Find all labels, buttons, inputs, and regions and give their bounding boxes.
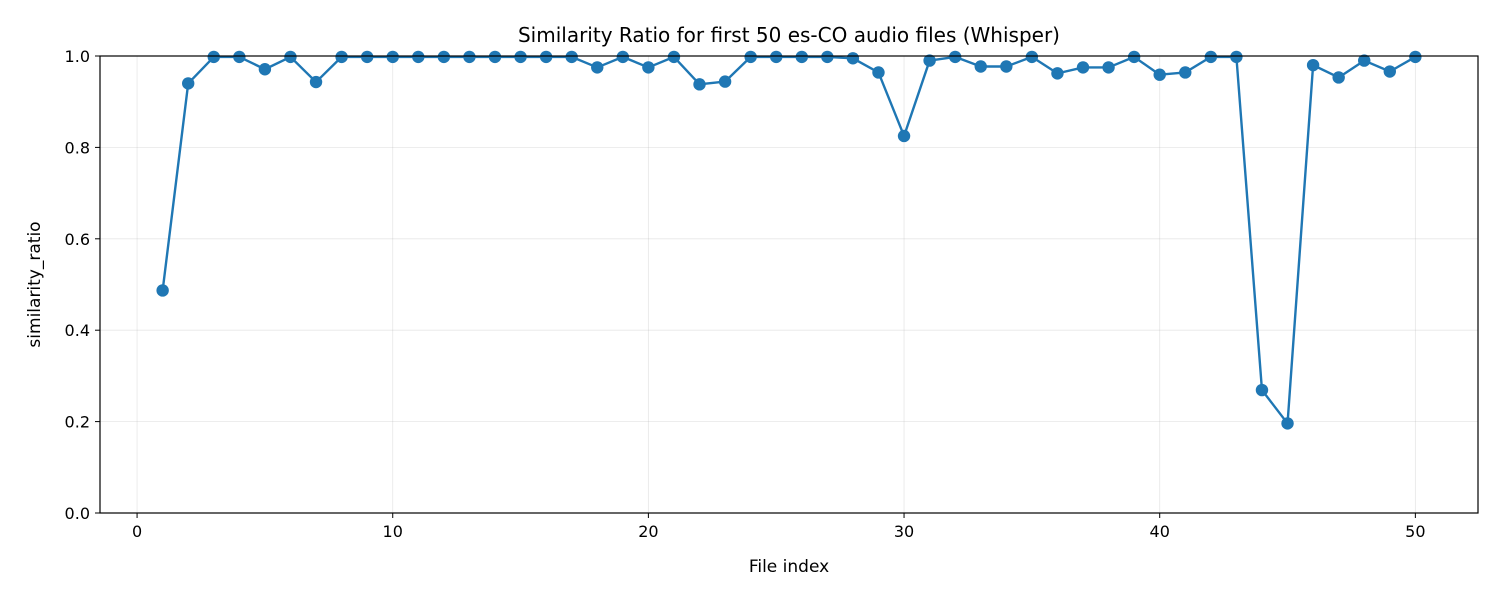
data-point xyxy=(386,50,399,64)
data-point xyxy=(948,50,962,64)
data-point xyxy=(1127,50,1141,64)
data-point xyxy=(1179,66,1192,79)
x-tick-label: 50 xyxy=(1405,522,1425,541)
data-point xyxy=(412,50,425,64)
data-point xyxy=(1051,67,1064,80)
data-point xyxy=(795,50,808,64)
data-point xyxy=(1255,383,1269,397)
data-point xyxy=(693,78,706,91)
data-point xyxy=(437,50,451,64)
data-point xyxy=(182,77,195,90)
data-point xyxy=(1204,50,1218,64)
data-point xyxy=(1000,60,1013,73)
data-point xyxy=(1306,58,1320,72)
data-point xyxy=(1332,71,1345,84)
data-point xyxy=(488,50,502,64)
data-point xyxy=(770,50,783,64)
axis-ticks: 0 10 20 30 40 50 0.0 0.2 0.4 0.6 0.8 1.0 xyxy=(65,47,1426,541)
data-point xyxy=(258,63,272,76)
data-point xyxy=(616,50,630,64)
data-point xyxy=(207,50,220,64)
data-point xyxy=(514,50,527,64)
data-point xyxy=(1076,61,1090,74)
data-point xyxy=(233,50,246,64)
x-tick-label: 10 xyxy=(383,522,403,541)
y-tick-label: 0.4 xyxy=(65,321,90,340)
y-tick-label: 1.0 xyxy=(65,47,90,66)
x-tick-label: 30 xyxy=(894,522,914,541)
data-point xyxy=(1383,65,1396,78)
x-tick-label: 0 xyxy=(132,522,142,541)
data-point xyxy=(872,66,885,79)
data-point xyxy=(744,50,757,64)
x-axis-label: File index xyxy=(749,557,829,577)
data-point xyxy=(718,75,732,88)
y-tick-label: 0.0 xyxy=(65,504,90,523)
data-point xyxy=(309,75,323,89)
data-point xyxy=(463,50,476,64)
data-point xyxy=(897,129,911,143)
x-tick-label: 40 xyxy=(1150,522,1170,541)
grid-lines xyxy=(100,55,1478,514)
data-point xyxy=(1025,50,1039,64)
data-point xyxy=(1102,61,1115,74)
data-point xyxy=(591,61,604,74)
data-point xyxy=(335,50,348,64)
data-point xyxy=(156,284,169,297)
x-tick-label: 20 xyxy=(638,522,658,541)
data-point xyxy=(360,50,374,64)
data-point xyxy=(1281,417,1294,430)
data-point xyxy=(821,50,834,64)
plot-frame xyxy=(99,55,1479,514)
data-point xyxy=(539,50,553,64)
y-axis-label: similarity_ratio xyxy=(25,221,45,347)
chart-title: Similarity Ratio for first 50 es-CO audi… xyxy=(518,23,1060,47)
data-point xyxy=(1358,54,1371,67)
data-point xyxy=(642,61,655,74)
data-point xyxy=(1409,50,1422,64)
data-point xyxy=(667,50,681,64)
data-point xyxy=(565,50,578,64)
series-similarity-ratio xyxy=(156,50,1422,430)
data-point xyxy=(1153,68,1166,81)
series-line xyxy=(161,55,1416,425)
data-point xyxy=(284,50,297,64)
data-point xyxy=(923,54,936,67)
y-tick-label: 0.2 xyxy=(65,413,90,432)
data-point xyxy=(846,52,860,65)
data-point xyxy=(974,60,987,73)
y-tick-label: 0.8 xyxy=(65,138,90,157)
y-tick-label: 0.6 xyxy=(65,230,90,249)
data-point xyxy=(1230,50,1243,64)
